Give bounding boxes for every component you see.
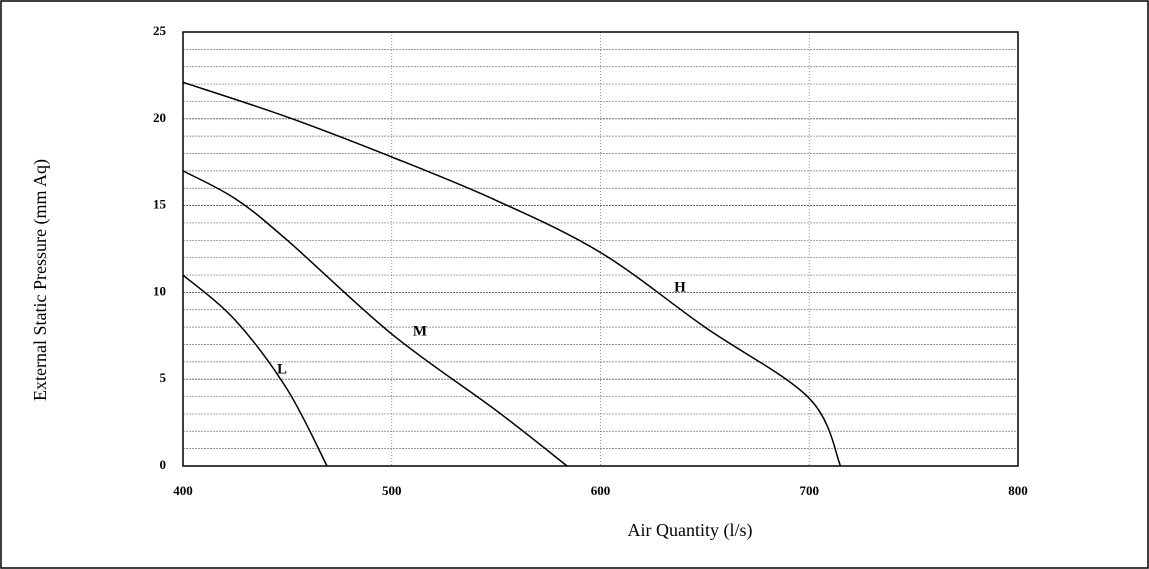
- x-tick-label: 600: [591, 483, 611, 498]
- series-label: M: [413, 323, 427, 339]
- x-tick-label: 500: [382, 483, 402, 498]
- series-line: [182, 81, 842, 467]
- y-tick-label: 25: [153, 23, 167, 38]
- y-tick-label: 15: [153, 197, 167, 212]
- series-label: H: [674, 279, 686, 295]
- y-axis-label: External Static Pressure (mm Aq): [30, 159, 51, 401]
- y-tick-label: 20: [153, 110, 166, 125]
- y-tick-label: 5: [160, 370, 167, 385]
- x-tick-label: 400: [173, 483, 193, 498]
- series-line: [182, 274, 328, 467]
- x-tick-label: 700: [800, 483, 820, 498]
- series-label: L: [277, 361, 287, 377]
- series-line: [182, 170, 568, 467]
- y-tick-label: 0: [160, 457, 167, 472]
- x-axis-label: Air Quantity (l/s): [628, 520, 753, 541]
- plot-border: [182, 31, 1019, 467]
- x-tick-label: 800: [1008, 483, 1028, 498]
- y-tick-label: 10: [153, 283, 166, 298]
